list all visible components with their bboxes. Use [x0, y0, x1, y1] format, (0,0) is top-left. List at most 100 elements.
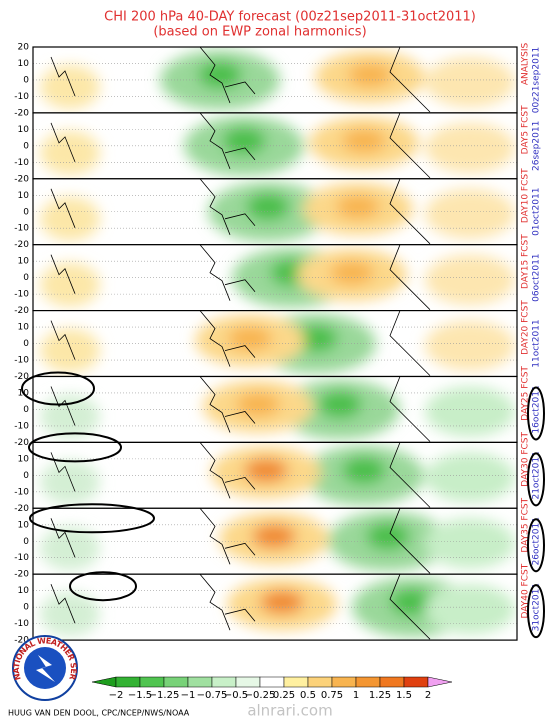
- panel-label: DAY25 FCST: [521, 366, 531, 421]
- green-core: [198, 61, 242, 89]
- colorbar-box: [139, 676, 165, 688]
- coastline: [50, 508, 431, 574]
- y-tick-label: -10: [14, 421, 29, 431]
- orange-core: [252, 524, 296, 549]
- panel: 10 0 -10 -20 DAY35 FCST 26oct2011: [14, 497, 545, 580]
- yellow-west: [40, 196, 100, 241]
- y-tick-label: 0: [23, 471, 29, 481]
- field: [40, 247, 515, 308]
- panel-label: DAY40 FCST: [521, 563, 531, 618]
- panel-date: 26sep2011: [532, 121, 542, 171]
- green-core: [366, 522, 410, 551]
- colorbar-label: 0.25: [273, 690, 295, 701]
- panel-date: 26oct2011: [532, 517, 542, 565]
- panel: 10 0 -10 -20 DAY30 FCST 21oct2011: [14, 431, 545, 514]
- yellow-west: [40, 65, 100, 109]
- yellow-west: [40, 328, 100, 373]
- panel: 10 0 -10 -20 DAY20 FCST 11oct2011: [14, 300, 541, 382]
- east-area: [425, 320, 515, 371]
- colorbar-box: [163, 676, 189, 688]
- colorbar-box: [379, 676, 405, 688]
- panel-date: 00z21sep2011: [532, 47, 542, 113]
- y-tick-label: 0: [23, 273, 29, 283]
- y-tick-label: 0: [23, 339, 29, 349]
- panel-label: DAY35 FCST: [521, 497, 531, 552]
- y-tick-label: -20: [14, 636, 29, 646]
- colorbar-box: [259, 676, 285, 688]
- y-tick-label: 10: [18, 257, 30, 267]
- coastline: [50, 244, 431, 310]
- y-tick-label: -10: [14, 487, 29, 497]
- panel-label: DAY20 FCST: [521, 300, 531, 355]
- y-tick-label: 0: [23, 603, 29, 613]
- colorbar-box: [283, 676, 309, 688]
- colorbar-label: 1.25: [369, 690, 391, 701]
- annotation-circle: [527, 584, 545, 639]
- title: CHI 200 hPa 40-DAY forecast (00z21sep201…: [104, 10, 476, 25]
- green-core: [390, 588, 434, 617]
- coastline: [50, 310, 431, 376]
- y-tick-label: -10: [14, 158, 29, 168]
- orange-core: [336, 194, 380, 219]
- orange-core: [342, 128, 386, 153]
- y-tick-label: -20: [14, 174, 29, 184]
- green-core: [318, 390, 362, 419]
- panel-label: DAY10 FCST: [521, 168, 531, 223]
- panel: 10 0 -10 -20 DAY15 FCST 06oct2011: [14, 234, 541, 316]
- y-tick-label: 10: [18, 454, 30, 464]
- colorbar-label: −1.5: [128, 690, 152, 701]
- yellow-west: [40, 592, 100, 637]
- y-tick-label: -20: [14, 570, 29, 580]
- colorbar-arrow: [427, 676, 453, 688]
- field: [40, 313, 515, 374]
- east-area: [425, 122, 515, 173]
- y-tick-label: -20: [14, 240, 29, 250]
- subtitle: (based on EWP zonal harmonics): [153, 25, 366, 40]
- y-tick-label: 0: [23, 537, 29, 547]
- panel-label: DAY15 FCST: [521, 234, 531, 289]
- credit: HUUG VAN DEN DOOL, CPC/NCEP/NWS/NOAA: [8, 709, 190, 718]
- east-area: [425, 584, 515, 635]
- yellow-west: [40, 526, 100, 571]
- panel-date: 11oct2011: [532, 319, 542, 367]
- annotation-circle: [29, 503, 155, 534]
- orange-core: [236, 392, 280, 417]
- green-core: [246, 192, 290, 221]
- east-area: [425, 518, 515, 569]
- panel-date: 06oct2011: [532, 253, 542, 301]
- colorbar-label: 1: [353, 690, 359, 701]
- y-tick-label: 10: [18, 586, 30, 596]
- colorbar-box: [235, 676, 261, 688]
- watermark: alnrari.com: [247, 702, 332, 720]
- field: [40, 50, 515, 110]
- colorbar-box: [211, 676, 237, 688]
- colorbar-box: [307, 676, 333, 688]
- y-tick-label: 0: [23, 207, 29, 217]
- annotation-circle: [527, 452, 545, 507]
- y-tick-label: 10: [18, 59, 30, 69]
- y-tick-label: 0: [23, 141, 29, 151]
- east-area: [425, 254, 515, 305]
- colorbar-label: −0.25: [245, 690, 276, 701]
- y-tick-label: -10: [14, 553, 29, 563]
- panel-frame: [32, 573, 518, 641]
- y-tick-label: 10: [18, 191, 30, 201]
- y-tick-label: -10: [14, 92, 29, 102]
- colorbar-box: [187, 676, 213, 688]
- orange-core: [244, 458, 288, 483]
- y-tick-label: -20: [14, 372, 29, 382]
- colorbar-box: [331, 676, 357, 688]
- annotation-circle: [69, 571, 137, 602]
- annotation-circle: [28, 432, 122, 463]
- annotation-circle: [527, 518, 545, 573]
- panel: 10 0 -10 -20 DAY40 FCST 31oct2011: [14, 563, 545, 646]
- y-tick-label: 20: [18, 43, 30, 53]
- green-core: [222, 126, 266, 155]
- panels: 20 10 0 -10 -20 ANALYSIS 00z21sep2011 10 0 -10 -20…: [14, 42, 545, 646]
- yellow-west: [40, 460, 100, 505]
- y-tick-label: -10: [14, 356, 29, 366]
- east-area: [425, 452, 515, 503]
- green-core: [294, 324, 338, 353]
- orange-core: [348, 63, 392, 87]
